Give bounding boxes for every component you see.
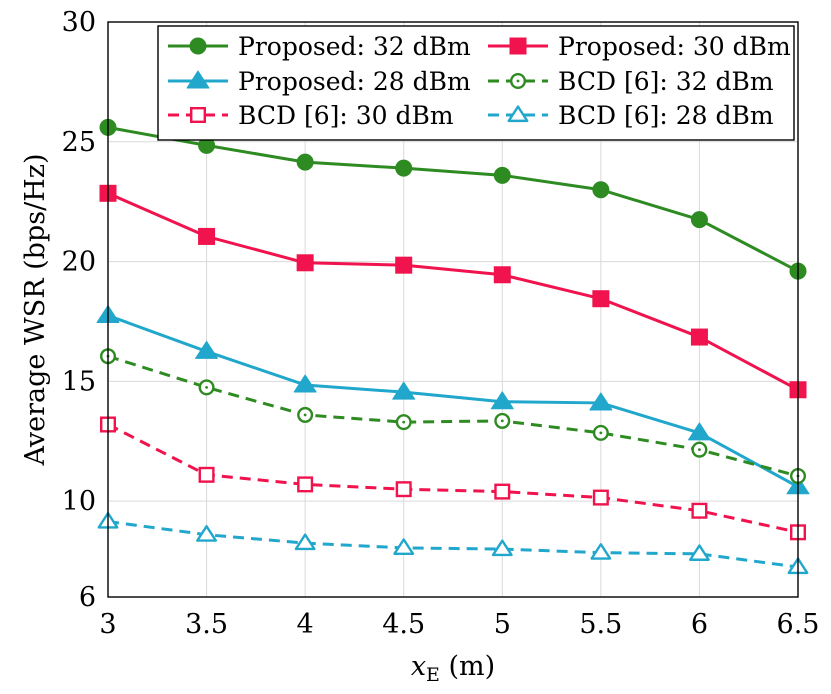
tick-labels: 3 3.5 4 4.5 5 5.5 6 6.5 6 10 15 20 25 30 [62, 7, 820, 640]
x-tick-label: 3 [99, 609, 116, 640]
data-point-center [402, 420, 406, 424]
x-tick-label: 5 [494, 609, 511, 640]
data-point [590, 543, 612, 560]
legend: Proposed: 32 dBm Proposed: 30 dBm Proposed… [157, 25, 795, 141]
data-point [395, 159, 413, 177]
series-4 [99, 348, 807, 485]
data-point [592, 290, 610, 308]
y-axis-title: Average WSR (bps/Hz) [20, 153, 51, 466]
data-point [690, 211, 708, 229]
legend-label: Proposed: 30 dBm [558, 32, 791, 61]
legend-entry: Proposed: 30 dBm [488, 32, 791, 61]
legend-entry: Proposed: 32 dBm [168, 32, 471, 61]
data-point [293, 374, 317, 393]
data-point [392, 381, 416, 400]
data-point [395, 256, 413, 274]
y-tick-label: 30 [62, 7, 96, 38]
data-point [395, 481, 412, 498]
x-tick-label: 6 [691, 609, 708, 640]
x-tick-label: 5.5 [579, 609, 622, 640]
x-axis-title-unit: (m) [440, 651, 495, 682]
data-point-center [599, 431, 603, 435]
legend-label: BCD [6]: 28 dBm [558, 101, 774, 130]
x-axis-title-var: x [411, 651, 426, 682]
series-group [96, 118, 810, 575]
y-tick-label: 10 [62, 486, 96, 517]
data-point [691, 502, 708, 519]
data-point [592, 489, 609, 506]
data-point-center [516, 79, 520, 83]
data-point [688, 544, 710, 561]
series-line [107, 314, 799, 489]
plot-frame [107, 21, 799, 598]
legend-entry: BCD [6]: 28 dBm [488, 101, 774, 130]
y-tick-label: 15 [62, 366, 96, 397]
data-point [690, 328, 708, 346]
series-line [107, 423, 799, 534]
x-tick-label: 6.5 [777, 609, 820, 640]
legend-entry: BCD [6]: 32 dBm [488, 67, 774, 96]
data-point [297, 476, 314, 493]
x-tick-label: 4 [297, 609, 314, 640]
data-point [493, 166, 511, 184]
data-point [393, 538, 415, 555]
data-point [491, 539, 513, 557]
series-6 [97, 511, 809, 575]
x-tick-label: 4.5 [382, 609, 425, 640]
y-tick-label: 20 [62, 247, 96, 278]
data-point-center [205, 385, 208, 389]
data-point [507, 105, 529, 123]
data-point [296, 153, 314, 171]
series-2 [99, 184, 807, 399]
legend-label: Proposed: 32 dBm [238, 32, 471, 61]
legend-box [157, 25, 795, 141]
y-tick-label: 25 [62, 127, 96, 158]
data-point [186, 70, 210, 89]
legend-label: Proposed: 28 dBm [238, 67, 471, 96]
data-point-center [303, 413, 307, 417]
data-point [196, 525, 218, 542]
data-point [189, 106, 206, 123]
data-point [195, 340, 219, 359]
y-tick-label: 6 [79, 582, 96, 613]
data-point-center [500, 419, 504, 423]
series-1 [99, 118, 807, 280]
series-line [107, 520, 799, 569]
data-point-center [698, 448, 701, 452]
data-point [294, 533, 316, 551]
data-point [592, 181, 610, 199]
series-line [107, 191, 799, 392]
data-point [189, 37, 207, 55]
x-tick-label: 3.5 [185, 609, 228, 640]
legend-label: BCD [6]: 32 dBm [558, 67, 774, 96]
x-axis-title: xE (m) [411, 651, 495, 686]
data-point [509, 37, 527, 55]
legend-label: BCD [6]: 30 dBm [238, 101, 454, 130]
data-point [493, 266, 511, 284]
data-point [589, 392, 613, 411]
series-line [107, 125, 799, 273]
data-point [494, 483, 511, 500]
x-axis-title-sub: E [426, 664, 440, 686]
series-line [107, 354, 799, 478]
data-point [296, 254, 314, 272]
data-point [490, 391, 514, 410]
data-point [687, 422, 711, 441]
data-point [198, 466, 215, 483]
series-5 [99, 416, 807, 541]
data-point [198, 227, 216, 245]
legend-entry: Proposed: 28 dBm [168, 67, 471, 96]
legend-entry: BCD [6]: 30 dBm [168, 101, 454, 130]
